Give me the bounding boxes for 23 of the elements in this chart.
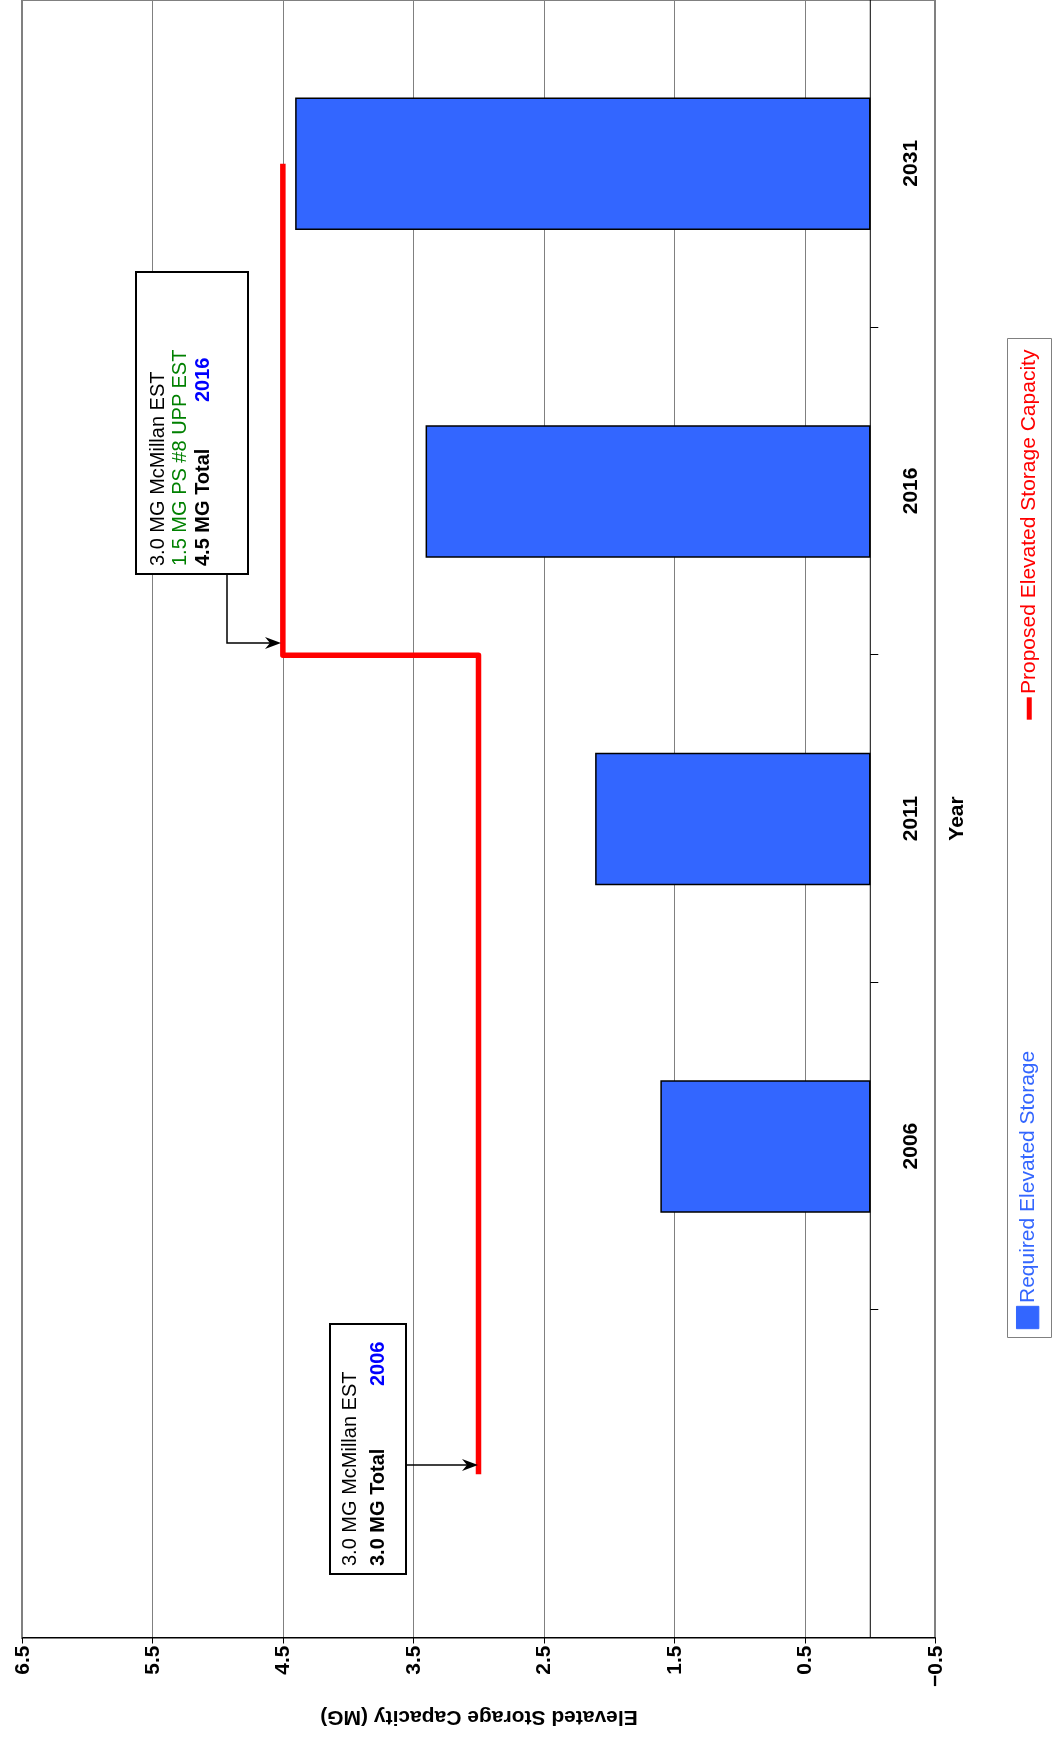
x-axis-title: Elevated Storage Capacity (MG) (320, 1706, 638, 1730)
y-tick-label: 2011 (898, 795, 922, 842)
x-tick-label: 5.5 (139, 1645, 163, 1675)
x-tick-label: 0.5 (792, 1645, 816, 1675)
x-tick-label: 6.5 (9, 1645, 33, 1675)
y-axis-title: Year (944, 796, 968, 841)
x-tick-label: −0.5 (922, 1645, 946, 1687)
x-tick-label: 2.5 (531, 1645, 555, 1675)
annotation: 1.5 MG PS #8 UPP EST (168, 349, 190, 566)
y-tick-label: 2031 (898, 139, 922, 187)
annotation: 2016 (191, 357, 213, 402)
annotation: 3.0 MG McMillan EST (338, 1371, 360, 1566)
text: Proposed Elevated Storage Capacity (1016, 349, 1040, 694)
annotation: 4.5 MG Total (191, 448, 213, 566)
annotation: 3.0 MG Total (366, 1448, 388, 1566)
x-tick-label: 3.5 (400, 1645, 424, 1675)
annotation: 2006 (366, 1341, 388, 1386)
y-tick-label: 2016 (898, 467, 922, 515)
y-tick-label: 2006 (898, 1122, 922, 1170)
x-tick-label: 4.5 (270, 1645, 294, 1675)
text: Required Elevated Storage (1014, 1050, 1038, 1303)
x-tick-label: 1.5 (661, 1645, 685, 1675)
annotation: 3.0 MG McMillan EST (146, 371, 168, 566)
